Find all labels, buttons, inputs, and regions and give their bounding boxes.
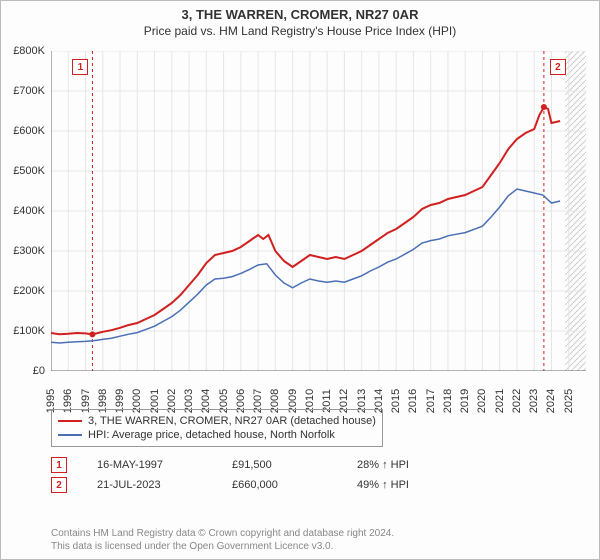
chart-title: 3, THE WARREN, CROMER, NR27 0AR xyxy=(1,7,599,22)
legend-label: HPI: Average price, detached house, Nort… xyxy=(88,429,335,441)
transaction-table: 1 16-MAY-1997 £91,500 28% ↑ HPI 2 21-JUL-2023… xyxy=(51,453,452,497)
x-tick-label: 2021 xyxy=(494,387,506,415)
x-tick-label: 2018 xyxy=(442,387,454,415)
legend: 3, THE WARREN, CROMER, NR27 0AR (detache… xyxy=(51,409,383,447)
legend-label: 3, THE WARREN, CROMER, NR27 0AR (detache… xyxy=(88,415,376,427)
legend-row: 3, THE WARREN, CROMER, NR27 0AR (detache… xyxy=(58,414,376,428)
x-tick-label: 2015 xyxy=(390,387,402,415)
x-tick-label: 2019 xyxy=(459,387,471,415)
y-tick-label: £500K xyxy=(3,165,45,177)
y-tick-label: £100K xyxy=(3,325,45,337)
y-tick-label: £300K xyxy=(3,245,45,257)
sale-marker-1: 1 xyxy=(72,59,88,75)
y-tick-label: £400K xyxy=(3,205,45,217)
x-tick-label: 2017 xyxy=(425,387,437,415)
y-tick-label: £200K xyxy=(3,285,45,297)
x-tick-label: 2020 xyxy=(476,387,488,415)
txn-marker: 2 xyxy=(51,477,67,493)
y-tick-label: £700K xyxy=(3,85,45,97)
chart-subtitle: Price paid vs. HM Land Registry's House … xyxy=(1,24,599,38)
legend-row: HPI: Average price, detached house, Nort… xyxy=(58,428,376,442)
x-tick-label: 2025 xyxy=(563,387,575,415)
txn-marker: 1 xyxy=(51,457,67,473)
x-tick-label: 2022 xyxy=(511,387,523,415)
txn-price: £660,000 xyxy=(232,479,327,491)
txn-date: 21-JUL-2023 xyxy=(97,479,202,491)
y-tick-label: £0 xyxy=(3,365,45,377)
y-tick-label: £600K xyxy=(3,125,45,137)
x-tick-label: 2024 xyxy=(545,387,557,415)
txn-price: £91,500 xyxy=(232,459,327,471)
footer-line-2: This data is licensed under the Open Gov… xyxy=(51,541,394,554)
transaction-row: 1 16-MAY-1997 £91,500 28% ↑ HPI xyxy=(51,457,452,473)
footer: Contains HM Land Registry data © Crown c… xyxy=(51,528,394,553)
txn-date: 16-MAY-1997 xyxy=(97,459,202,471)
footer-line-1: Contains HM Land Registry data © Crown c… xyxy=(51,528,394,541)
txn-delta: 28% ↑ HPI xyxy=(357,459,452,471)
title-area: 3, THE WARREN, CROMER, NR27 0AR Price pa… xyxy=(1,1,599,40)
y-tick-label: £800K xyxy=(3,45,45,57)
chart-area: £0£100K£200K£300K£400K£500K£600K£700K£80… xyxy=(51,51,586,371)
x-tick-label: 2016 xyxy=(407,387,419,415)
txn-delta: 49% ↑ HPI xyxy=(357,479,452,491)
sale-marker-2: 2 xyxy=(550,59,566,75)
chart-card: 3, THE WARREN, CROMER, NR27 0AR Price pa… xyxy=(0,0,600,560)
legend-swatch xyxy=(58,434,82,436)
transaction-row: 2 21-JUL-2023 £660,000 49% ↑ HPI xyxy=(51,477,452,493)
legend-swatch xyxy=(58,420,82,422)
x-tick-label: 2023 xyxy=(528,387,540,415)
line-chart xyxy=(51,51,586,371)
